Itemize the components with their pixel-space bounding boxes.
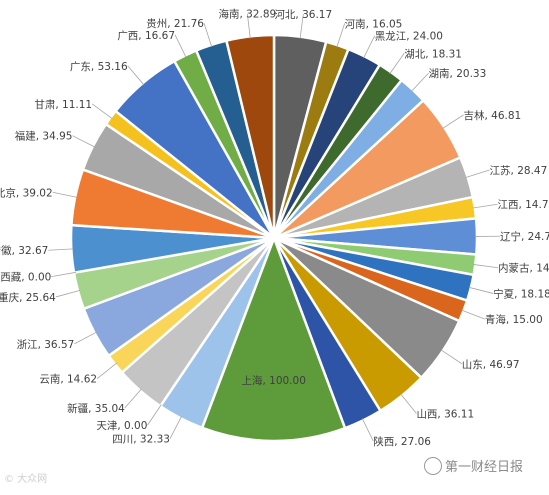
slice-11-leader xyxy=(462,310,485,319)
slice-24-leader xyxy=(53,192,77,197)
slice-22-leader xyxy=(51,272,76,276)
slice-7-leader xyxy=(473,204,498,208)
slice-10-label: 宁夏, 18.18 xyxy=(493,287,549,300)
slice-10-leader xyxy=(469,287,493,293)
slice-16-label: 四川, 32.33 xyxy=(112,434,170,446)
slice-19-leader xyxy=(97,363,117,379)
slice-12-label: 山东, 46.97 xyxy=(462,358,520,371)
slice-27-label: 广东, 53.16 xyxy=(70,60,128,73)
slice-23-leader xyxy=(48,249,73,250)
slice-18-leader xyxy=(125,389,142,408)
watermark-right: 第一财经日报 xyxy=(424,456,523,475)
slice-13-leader xyxy=(401,394,417,413)
slice-4-leader xyxy=(411,73,428,91)
slice-9-leader xyxy=(473,264,498,267)
slice-13-label: 山西, 36.11 xyxy=(416,408,474,420)
slice-9-label: 内蒙古, 14.06 xyxy=(498,262,549,275)
slice-28-label: 广西, 16.67 xyxy=(117,30,175,42)
slice-26-leader xyxy=(92,104,112,119)
slice-5-label: 吉林, 46.81 xyxy=(464,109,522,122)
slice-14-leader xyxy=(362,419,373,441)
wechat-icon xyxy=(424,457,442,475)
slice-0-label: 河北, 36.17 xyxy=(274,9,332,21)
slice-6-label: 江苏, 28.47 xyxy=(490,164,548,177)
slice-19-label: 云南, 14.62 xyxy=(39,373,97,386)
slice-7-label: 江西, 14.75 xyxy=(497,199,549,211)
slice-21-leader xyxy=(56,290,80,297)
slice-2-leader xyxy=(364,36,375,58)
slice-29-leader xyxy=(204,23,212,47)
slice-1-label: 河南, 16.05 xyxy=(345,17,403,30)
slice-17-leader xyxy=(147,405,161,426)
slice-15-label: 上海, 100.00 xyxy=(241,374,305,387)
slice-12-leader xyxy=(441,350,462,364)
slice-11-label: 青海, 15.00 xyxy=(485,313,543,326)
slice-18-label: 新疆, 35.04 xyxy=(67,402,125,415)
slice-20-label: 浙江, 36.57 xyxy=(17,339,75,351)
slice-26-label: 甘肃, 11.11 xyxy=(34,98,92,111)
slice-1-leader xyxy=(337,23,345,47)
slice-2-label: 黑龙江, 24.00 xyxy=(375,30,443,43)
slice-24-label: 北京, 39.02 xyxy=(0,186,53,199)
slice-30-label: 海南, 32.89 xyxy=(218,8,276,21)
slice-16-leader xyxy=(170,416,182,438)
slice-21-label: 重庆, 25.64 xyxy=(0,291,56,304)
slice-22-label: 西藏, 0.00 xyxy=(0,272,51,284)
watermark-right-text: 第一财经日报 xyxy=(445,460,523,475)
slice-25-label: 福建, 34.95 xyxy=(15,130,73,143)
slice-5-leader xyxy=(443,115,464,129)
watermark-left: © 大众网 xyxy=(4,470,47,485)
slice-29-label: 贵州, 21.76 xyxy=(146,17,204,30)
slice-3-label: 湖北, 18.31 xyxy=(404,48,462,60)
slice-8-label: 辽宁, 24.79 xyxy=(500,230,549,243)
slice-6-leader xyxy=(466,170,490,178)
slice-27-leader xyxy=(128,66,144,85)
slice-14-label: 陕西, 27.06 xyxy=(373,435,431,448)
slice-20-leader xyxy=(74,332,96,344)
slice-3-leader xyxy=(390,53,404,73)
slice-25-leader xyxy=(72,136,94,147)
slice-28-leader xyxy=(175,35,186,57)
slice-4-label: 湖南, 20.33 xyxy=(429,67,487,80)
slice-23-label: 安徽, 32.67 xyxy=(0,244,48,257)
slice-17-label: 天津, 0.00 xyxy=(96,420,147,432)
